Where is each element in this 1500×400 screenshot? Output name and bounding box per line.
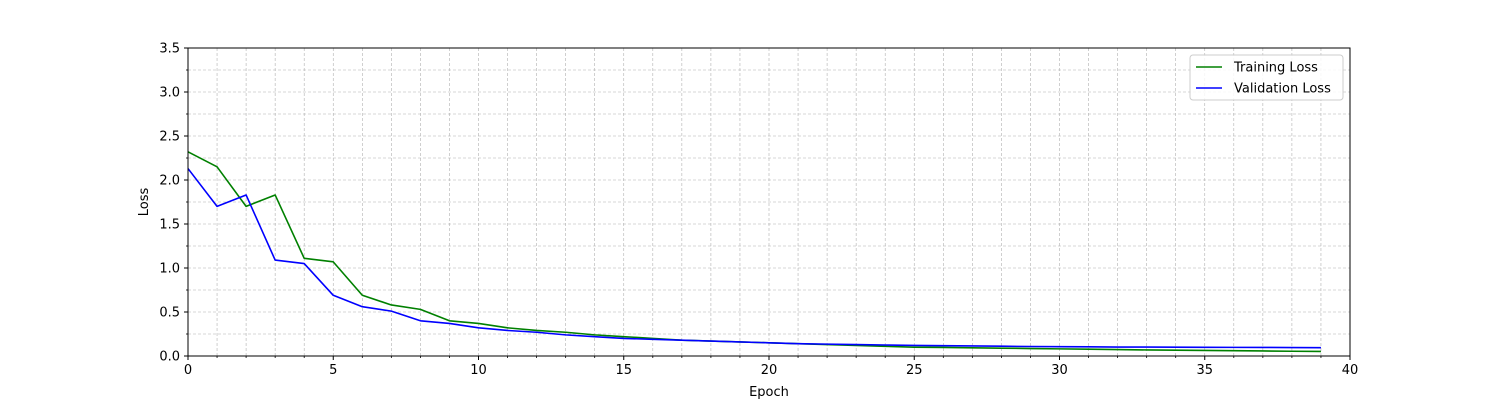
y-tick-label: 0.0 [159,350,180,365]
y-tick-label: 3.0 [159,86,180,101]
x-tick-label: 15 [615,363,632,378]
series-line-training-loss [187,151,1321,353]
series-line-validation-loss [187,168,1321,349]
legend-label: Training Loss [1233,61,1318,76]
legend: Training Loss Validation Loss [1189,54,1344,101]
x-tick-label: 10 [470,363,487,378]
y-tick-label: 2.0 [159,174,180,189]
grid [187,47,1351,357]
x-tick-label: 0 [184,363,192,378]
x-tick-label: 20 [761,363,778,378]
ticks: 0 5 10 15 20 25 30 35 40 0.0 0.5 1.0 1.5 2.0 2.5 3.0 3.5 [159,42,1358,379]
series-layer [187,151,1321,353]
legend-box [1189,54,1344,101]
x-axis-label: Epoch [749,385,789,400]
legend-label: Validation Loss [1234,82,1331,97]
y-tick-label: 3.5 [159,42,180,57]
x-tick-label: 30 [1051,363,1068,378]
y-tick-label: 2.5 [159,130,180,145]
x-tick-label: 40 [1342,363,1359,378]
y-tick-label: 1.0 [159,262,180,277]
x-tick-label: 25 [906,363,923,378]
y-tick-label: 0.5 [159,306,180,321]
x-tick-label: 35 [1196,363,1213,378]
y-tick-label: 1.5 [159,218,180,233]
y-axis-label: Loss [137,188,152,217]
x-tick-label: 5 [329,363,337,378]
